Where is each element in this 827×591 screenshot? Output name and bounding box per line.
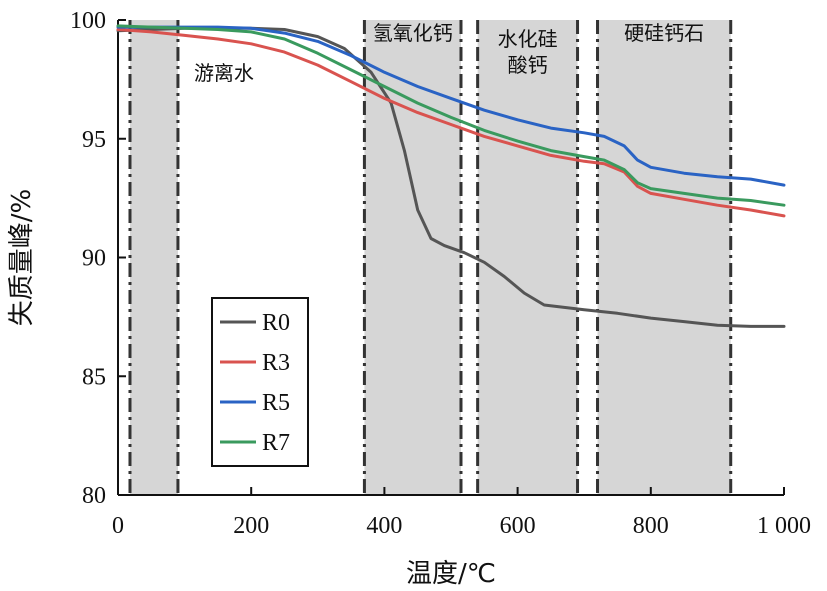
x-tick-label: 1 000	[757, 513, 811, 539]
x-tick-label: 0	[112, 513, 124, 539]
region-label: 水化硅	[498, 27, 558, 51]
y-tick-label: 80	[82, 483, 106, 509]
y-tick-label: 100	[70, 8, 106, 34]
x-axis-title: 温度/℃	[406, 559, 496, 589]
legend-label-r5: R5	[262, 390, 290, 416]
x-tick-label: 800	[633, 513, 669, 539]
y-axis-title: 失质量峰/%	[7, 189, 37, 326]
legend: R0 R3 R5 R7	[211, 297, 309, 467]
legend-label-r3: R3	[262, 350, 290, 376]
axes-layer: 0 200 400 600 800 1 000 80 85 90 95 100 温度/℃ 失质量峰/%	[7, 8, 811, 589]
region-band	[129, 20, 178, 495]
region-band	[477, 20, 578, 495]
regions-layer	[128, 20, 733, 495]
series-line-r7	[116, 24, 786, 207]
region-label: 硬硅钙石	[624, 21, 704, 45]
series-layer	[116, 24, 786, 328]
region-label: 氢氧化钙	[373, 21, 453, 45]
x-tick-label: 400	[366, 513, 402, 539]
region-band	[597, 20, 731, 495]
x-tick-label: 200	[233, 513, 269, 539]
region-band	[364, 20, 461, 495]
y-tick-label: 95	[82, 127, 106, 153]
y-tick-label: 85	[82, 364, 106, 390]
y-tick-label: 90	[82, 246, 106, 272]
region-label: 酸钙	[508, 53, 548, 77]
series-line-r5	[116, 25, 786, 187]
series-line-r3	[116, 28, 786, 218]
legend-box	[211, 297, 309, 467]
x-tick-label: 600	[500, 513, 536, 539]
legend-label-r0: R0	[262, 310, 290, 336]
region-label: 游离水	[194, 61, 254, 85]
legend-label-r7: R7	[262, 430, 290, 456]
